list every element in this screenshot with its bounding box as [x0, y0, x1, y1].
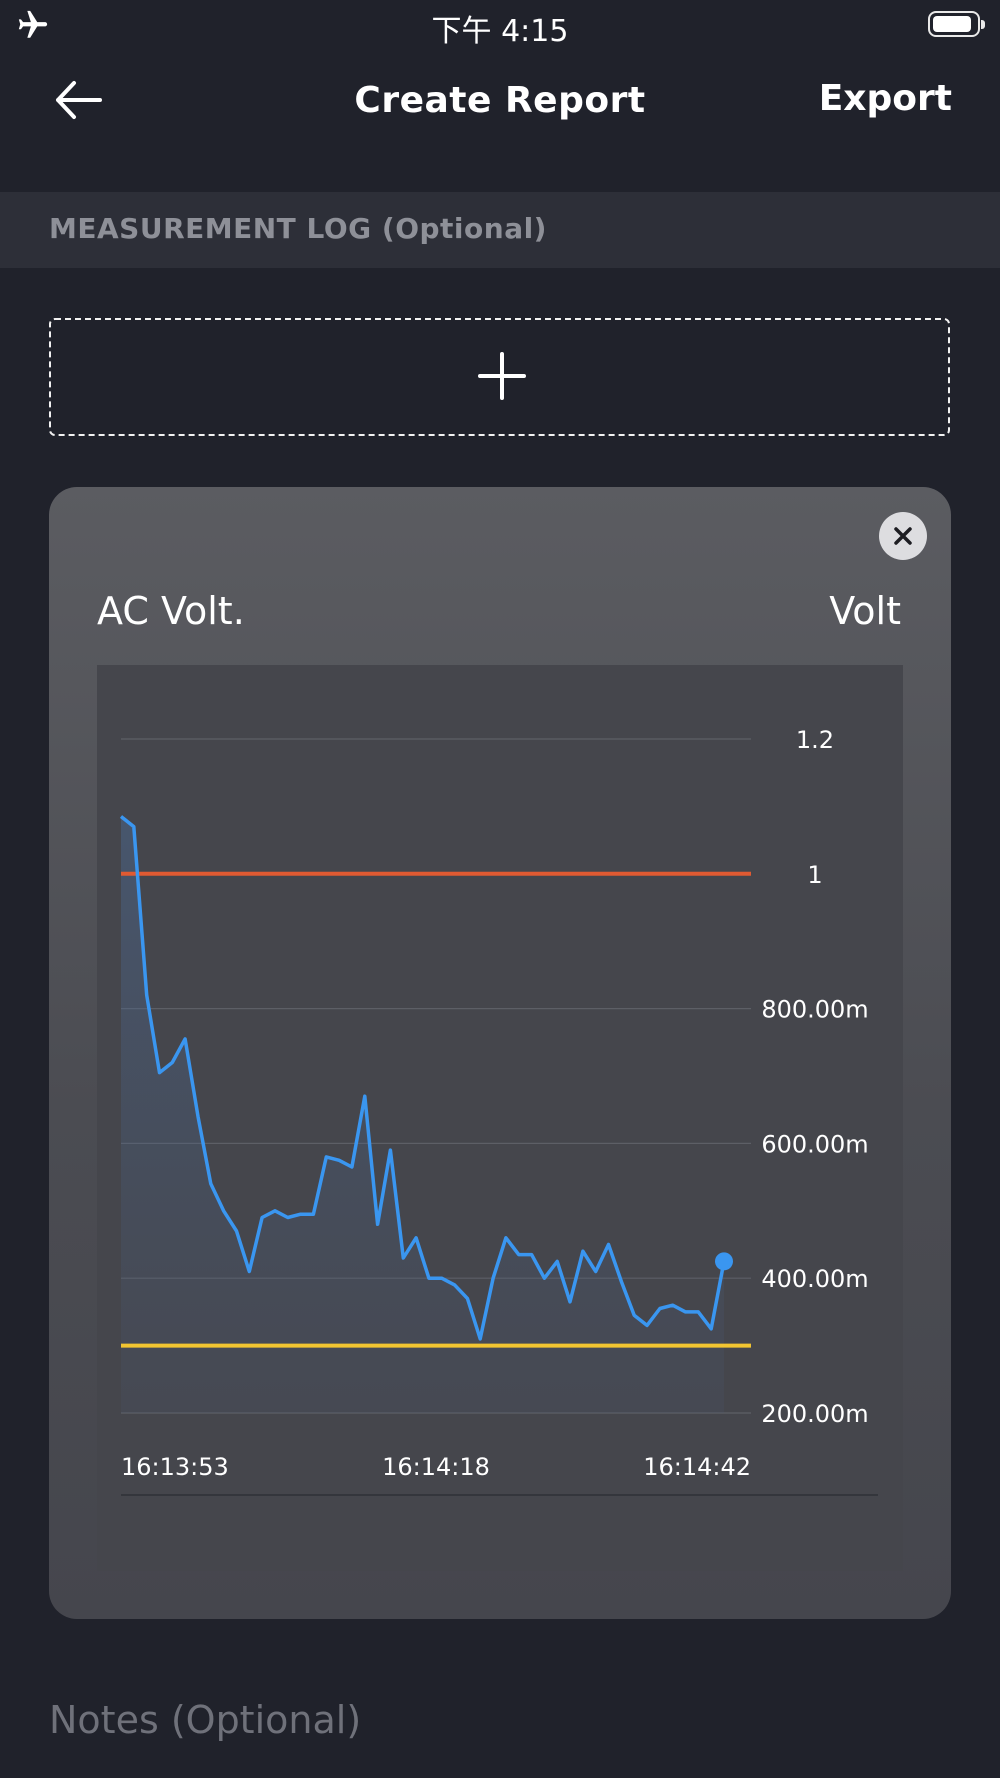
x-tick-label: 16:13:53: [121, 1453, 229, 1481]
status-time: 下午 4:15: [431, 14, 569, 49]
close-icon: [894, 527, 912, 545]
add-measurement-button[interactable]: [49, 318, 950, 436]
y-tick-label: 1: [807, 861, 822, 889]
measurement-log-label: MEASUREMENT LOG (Optional): [49, 212, 547, 245]
measurement-card: AC Volt. Volt 1.2 1 800.00m 600.00m 400.00m 2…: [49, 487, 951, 1619]
x-tick-label: 16:14:18: [382, 1453, 490, 1481]
export-button[interactable]: Export: [818, 78, 952, 119]
nav-bar: Create Report Export: [0, 50, 1000, 190]
y-tick-label: 800.00m: [761, 996, 868, 1024]
plus-icon: [478, 352, 526, 400]
latest-point: [715, 1252, 733, 1271]
battery-icon: [928, 11, 985, 37]
status-bar: 下午 4:15: [0, 0, 1000, 50]
measurement-title: AC Volt.: [97, 589, 245, 633]
measurement-log-header: MEASUREMENT LOG (Optional): [0, 192, 1000, 268]
y-tick-label: 1.2: [796, 726, 834, 754]
page-title: Create Report: [354, 80, 646, 121]
series-line: [119, 815, 726, 1341]
series-area: [121, 816, 724, 1413]
x-tick-label: 16:14:42: [643, 1453, 751, 1481]
measurement-unit: Volt: [829, 589, 901, 633]
airplane-mode-icon: [18, 10, 48, 38]
y-tick-label: 200.00m: [761, 1400, 868, 1428]
y-tick-label: 400.00m: [761, 1265, 868, 1293]
back-arrow-icon: [56, 81, 102, 119]
voltage-chart: 1.2 1 800.00m 600.00m 400.00m 200.00m 16:13:5…: [119, 726, 878, 1496]
notes-label: Notes (Optional): [49, 1698, 362, 1742]
y-tick-label: 600.00m: [761, 1130, 868, 1158]
chart-area: 1.2 1 800.00m 600.00m 400.00m 200.00m 16:13:5…: [97, 665, 903, 1571]
close-card-button[interactable]: [879, 512, 927, 560]
back-button[interactable]: [50, 72, 110, 128]
